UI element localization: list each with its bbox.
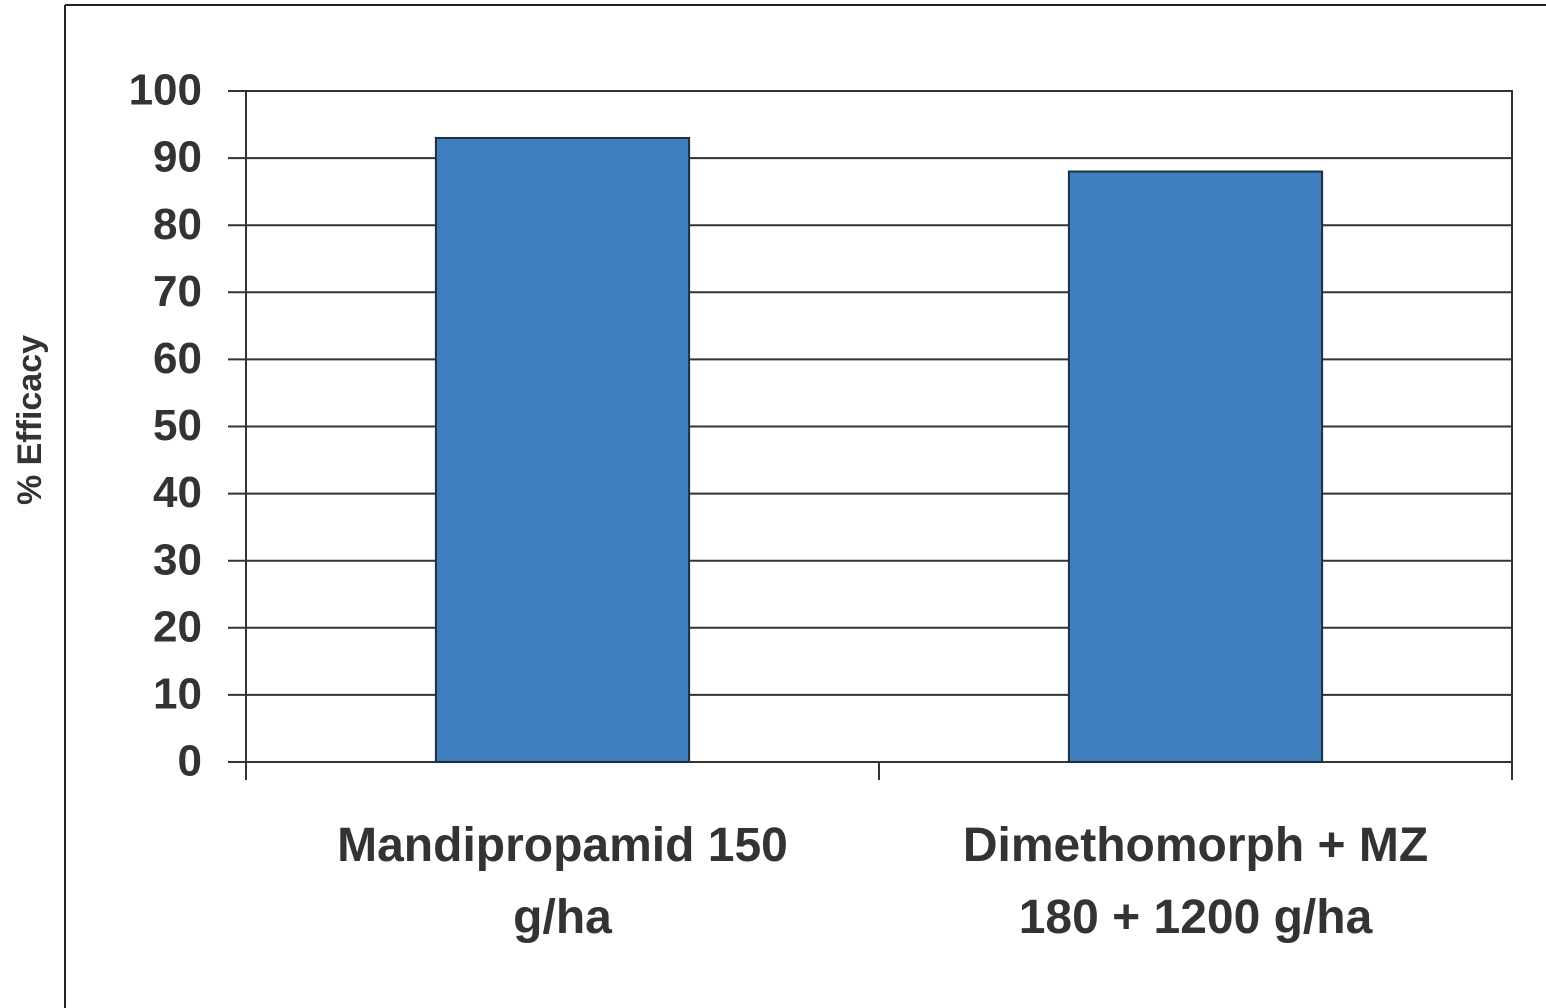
y-tick-label: 90 [153,133,202,182]
bar [434,136,691,764]
y-tick-label: 20 [153,602,202,651]
y-tick-label: 0 [178,737,202,786]
y-tick-label: 60 [153,334,202,383]
y-tick-label: 30 [153,535,202,584]
y-tick-label: 70 [153,267,202,316]
x-tick-label: Dimethomorph + MZ 180 + 1200 g/ha [963,819,1428,944]
y-tick-label: 40 [153,468,202,517]
y-tick-label: 10 [153,670,202,719]
x-tick-label: Mandipropamid 150 g/ha [337,819,788,944]
y-axis-label: % Efficacy [11,335,49,505]
y-tick-label: 80 [153,200,202,249]
y-tick-label: 50 [153,401,202,450]
bar [1067,170,1324,763]
y-tick-label: 100 [129,66,202,115]
